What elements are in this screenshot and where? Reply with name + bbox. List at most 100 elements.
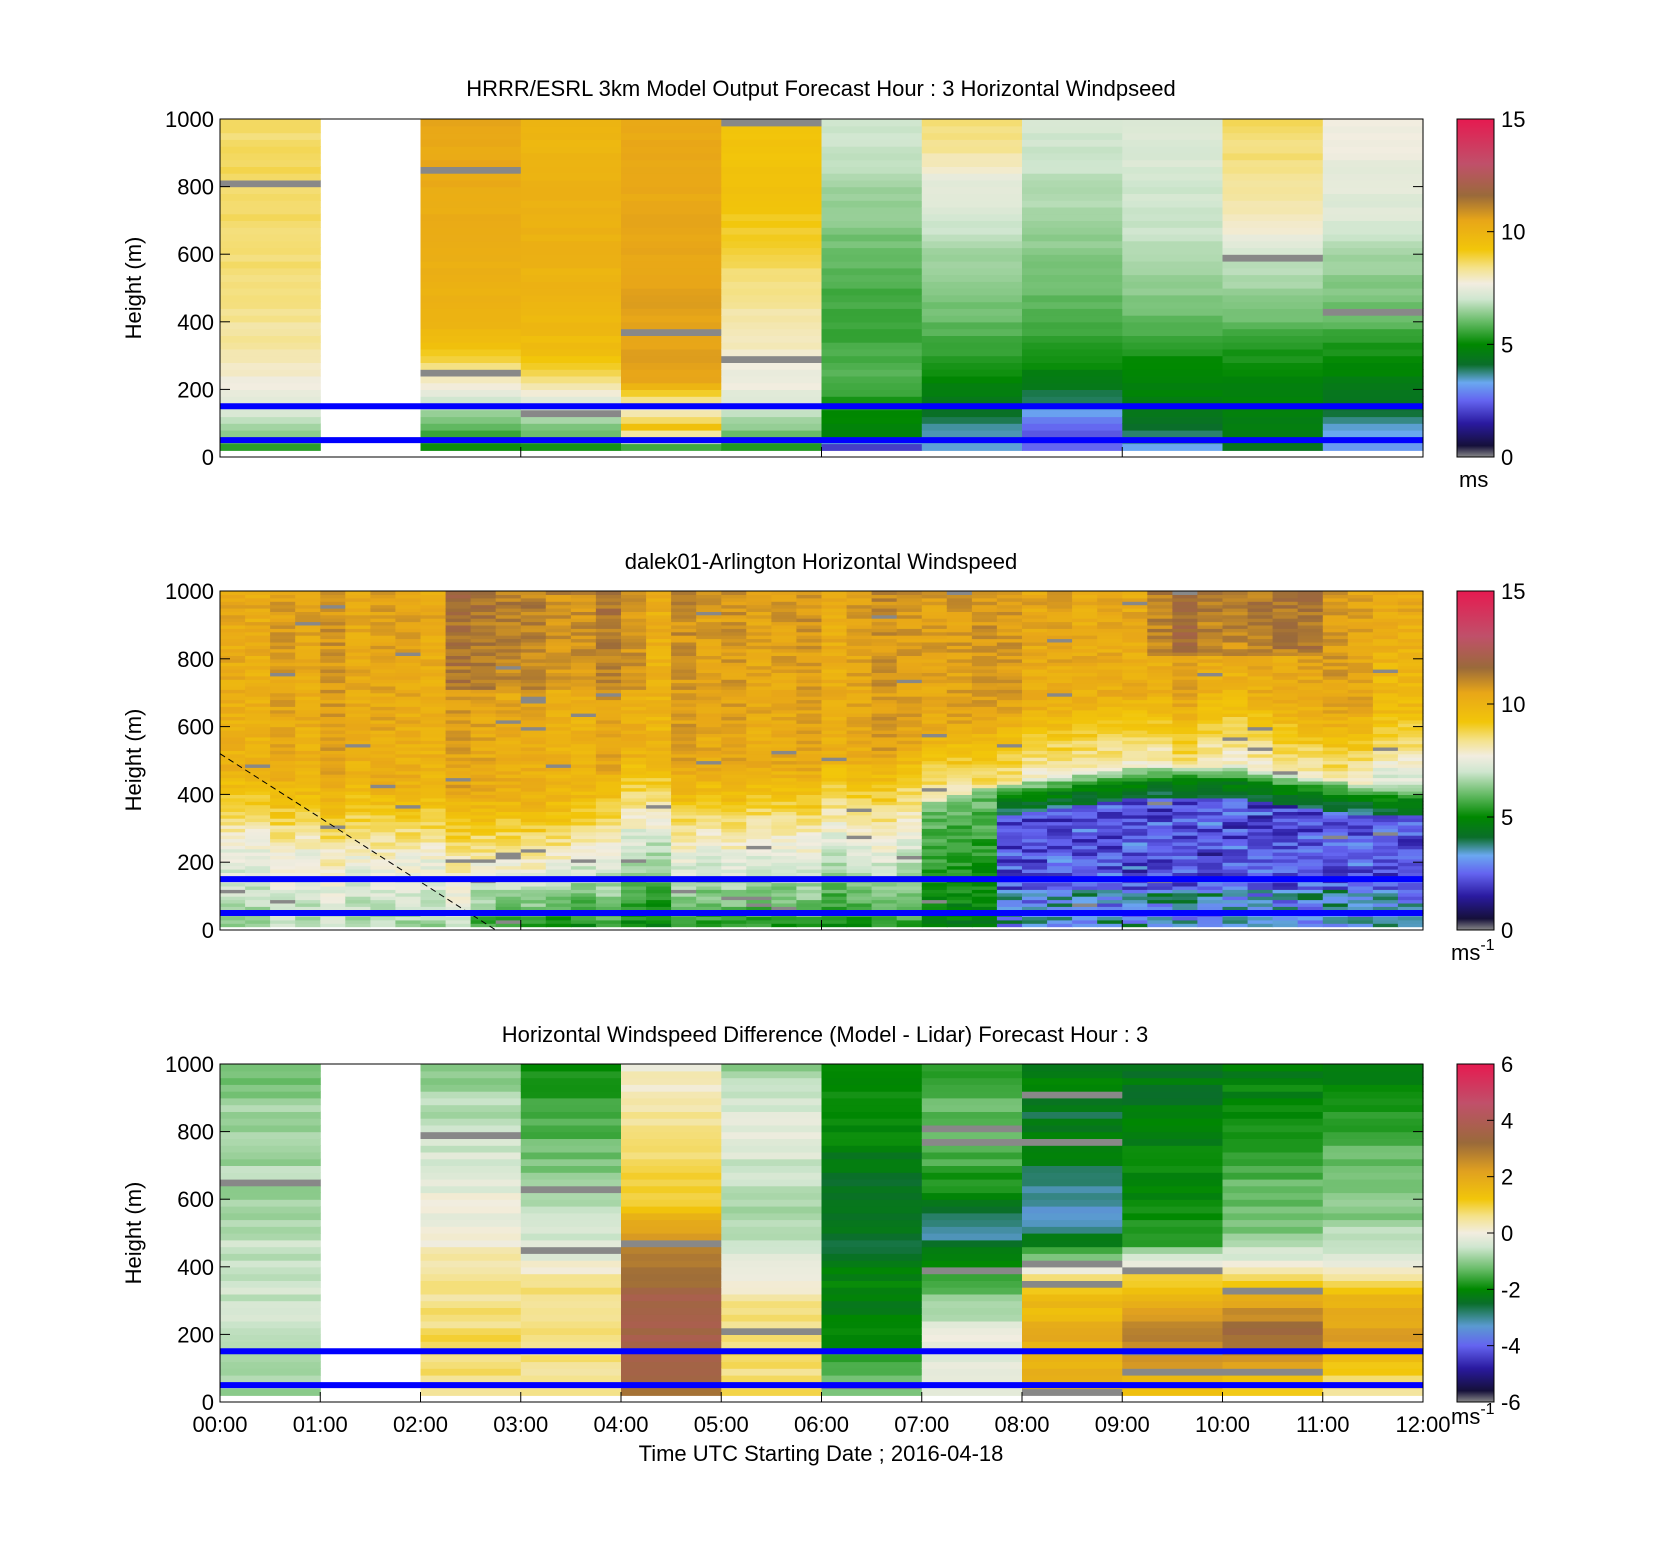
heatmap-cell xyxy=(821,814,848,819)
heatmap-cell xyxy=(370,604,397,609)
heatmap-cell xyxy=(495,899,522,904)
heatmap-cell xyxy=(1147,662,1173,667)
heatmap-cell xyxy=(721,831,747,836)
heatmap-cell xyxy=(971,831,998,836)
heatmap-cell xyxy=(821,740,848,745)
heatmap-cell xyxy=(696,692,722,697)
heatmap-cell xyxy=(370,608,397,612)
heatmap-cell xyxy=(621,828,647,833)
heatmap-cell xyxy=(796,746,823,751)
heatmap-cell xyxy=(621,247,722,255)
heatmap-cell xyxy=(846,899,873,904)
heatmap-cell xyxy=(520,139,622,147)
heatmap-cell xyxy=(545,719,572,724)
heatmap-cell xyxy=(245,726,271,731)
heatmap-cell xyxy=(1222,757,1249,762)
heatmap-cell xyxy=(470,845,497,850)
heatmap-cell xyxy=(1147,814,1173,819)
heatmap-cell xyxy=(696,702,722,707)
heatmap-cell xyxy=(1097,753,1123,758)
heatmap-cell xyxy=(846,618,873,623)
heatmap-cell xyxy=(796,699,823,704)
heatmap-cell xyxy=(370,736,397,741)
heatmap-cell xyxy=(495,658,522,663)
heatmap-cell xyxy=(696,746,722,751)
heatmap-cell xyxy=(1322,294,1424,303)
heatmap-cell xyxy=(520,726,547,731)
heatmap-cell xyxy=(1247,923,1274,928)
heatmap-cell xyxy=(370,841,397,846)
heatmap-cell xyxy=(921,591,948,595)
heatmap-cell xyxy=(420,227,522,235)
heatmap-cell xyxy=(1022,801,1048,806)
heatmap-cell xyxy=(1022,389,1123,397)
heatmap-cell xyxy=(520,261,622,269)
heatmap-cell xyxy=(1247,865,1274,870)
heatmap-cell xyxy=(220,787,246,792)
heatmap-cell xyxy=(1322,740,1349,745)
heatmap-cell xyxy=(996,906,1023,911)
heatmap-cell xyxy=(1122,652,1148,656)
heatmap-cell xyxy=(1197,723,1224,728)
heatmap-cell xyxy=(220,852,246,856)
heatmap-cell xyxy=(1247,858,1274,863)
heatmap-cell xyxy=(746,696,772,701)
heatmap-cell xyxy=(595,716,622,721)
heatmap-cell xyxy=(621,733,647,738)
heatmap-cell xyxy=(696,672,722,677)
heatmap-cell xyxy=(721,233,823,242)
heatmap-cell xyxy=(671,808,697,812)
heatmap-cell xyxy=(721,838,747,843)
heatmap-cell xyxy=(1222,254,1324,262)
heatmap-cell xyxy=(1097,709,1123,714)
heatmap-cell xyxy=(1222,753,1249,758)
heatmap-cell xyxy=(821,679,848,684)
heatmap-cell xyxy=(1322,831,1349,836)
heatmap-cell xyxy=(1297,814,1324,819)
heatmap-cell xyxy=(746,689,772,694)
heatmap-cell xyxy=(1222,288,1324,296)
heatmap-cell xyxy=(1222,804,1249,809)
heatmap-cell xyxy=(771,709,798,714)
heatmap-cell xyxy=(520,858,547,863)
heatmap-cell xyxy=(1172,855,1199,860)
heatmap-cell xyxy=(971,784,998,789)
heatmap-cell xyxy=(896,855,923,860)
heatmap-cell xyxy=(320,692,346,697)
heatmap-cell xyxy=(570,882,597,887)
heatmap-cell xyxy=(746,916,772,921)
heatmap-cell xyxy=(570,618,597,623)
heatmap-cell xyxy=(1172,804,1199,809)
heatmap-cell xyxy=(846,736,873,741)
heatmap-cell xyxy=(1247,746,1274,751)
heatmap-cell xyxy=(295,787,321,792)
heatmap-cell xyxy=(1172,611,1199,616)
heatmap-cell xyxy=(520,597,547,602)
heatmap-cell xyxy=(520,652,547,656)
heatmap-cell xyxy=(220,791,246,795)
heatmap-cell xyxy=(320,652,346,656)
heatmap-cell xyxy=(971,858,998,863)
heatmap-cell xyxy=(395,702,422,707)
heatmap-cell xyxy=(896,669,923,673)
heatmap-cell xyxy=(395,896,422,901)
heatmap-cell xyxy=(595,855,622,860)
heatmap-cell xyxy=(1122,882,1148,887)
heatmap-cell xyxy=(846,675,873,680)
heatmap-cell xyxy=(1197,608,1224,612)
heatmap-cell xyxy=(821,858,848,863)
heatmap-cell xyxy=(1297,811,1324,816)
heatmap-cell xyxy=(871,865,898,870)
heatmap-cell xyxy=(320,665,346,670)
heatmap-cell xyxy=(846,692,873,697)
heatmap-cell xyxy=(545,770,572,775)
heatmap-cell xyxy=(721,641,747,646)
heatmap-cell xyxy=(420,841,447,846)
heatmap-cell xyxy=(1272,811,1299,816)
heatmap-cell xyxy=(971,628,998,633)
heatmap-cell xyxy=(621,743,647,748)
heatmap-cell xyxy=(821,716,848,721)
heatmap-cell xyxy=(1147,784,1173,789)
heatmap-cell xyxy=(921,709,948,714)
